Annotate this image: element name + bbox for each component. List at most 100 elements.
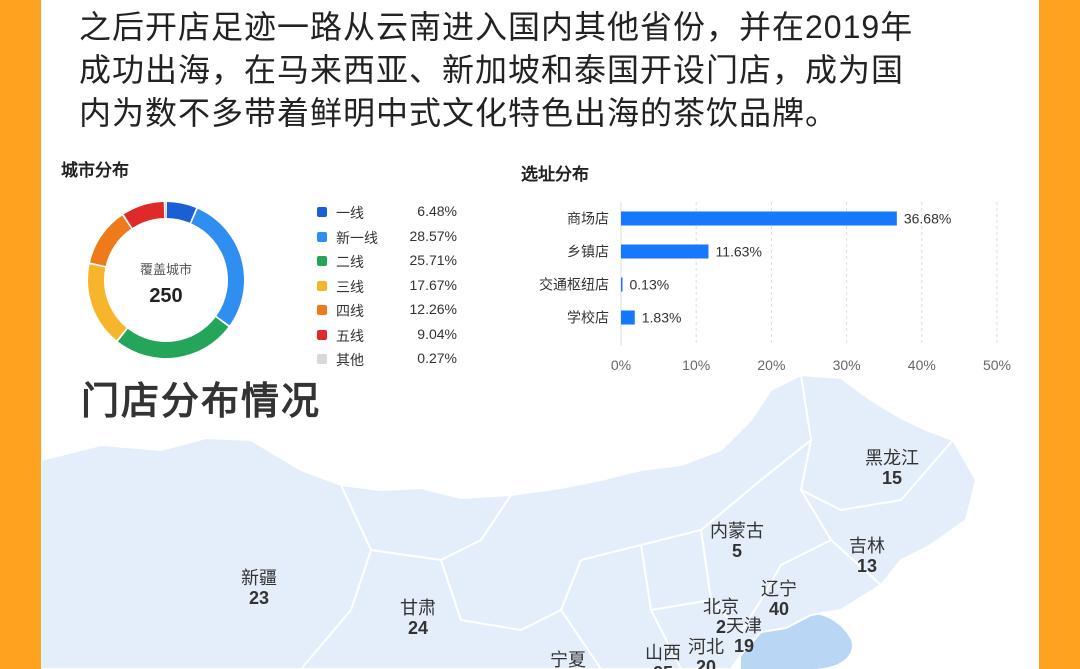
map-region-label: 内蒙古 5 [710, 521, 764, 561]
bar [621, 277, 623, 292]
donut-slice-3 [117, 317, 229, 358]
map-region-label: 山西25 [645, 643, 681, 669]
bar [621, 211, 897, 226]
region-count: 23 [248, 588, 270, 608]
legend-value: 17.67% [409, 276, 457, 293]
region-name: 河北 [688, 637, 724, 657]
region-count: 13 [856, 556, 878, 576]
site-bar-chart: 0% 10% 20% 30% 40% 50% 商场店 36.68% 乡镇店 11.63% 交通枢纽店… [539, 202, 1011, 370]
city-donut-chart: 覆盖城市 250 [88, 202, 245, 358]
legend-label: 三线 [336, 278, 364, 295]
legend-item: 新一线 28.57% [317, 228, 457, 253]
region-name: 新疆 [241, 568, 277, 588]
legend-value: 28.57% [409, 227, 457, 244]
bar-category-label: 交通枢纽店 [539, 277, 609, 293]
region-name: 内蒙古 [710, 521, 764, 541]
legend-value: 12.26% [409, 301, 457, 317]
legend-label: 四线 [336, 303, 364, 319]
region-name: 北京 [703, 597, 739, 617]
legend-value: 9.04% [417, 325, 457, 342]
region-name: 山西 [645, 643, 681, 663]
region-name: 黑龙江 [865, 448, 919, 468]
region-count: 2 [715, 617, 726, 637]
donut-center-value: 250 [149, 285, 182, 307]
legend-item: 一线 6.48% [317, 203, 457, 228]
donut-slice-1 [166, 202, 196, 223]
region-name: 辽宁 [761, 579, 797, 599]
intro-line: 内为数不多带着鲜明中式文化特色出海的茶饮品牌。 [79, 95, 839, 131]
city-legend: 一线 6.48% 新一线 28.57% 二线 25.71% 三线 17.67% 四线 12.26%… [317, 203, 457, 375]
map-region-label: 黑龙江 15 [865, 448, 919, 488]
legend-value: 6.48% [417, 203, 457, 219]
legend-item: 三线 17.67% [317, 277, 457, 302]
map-region-label: 宁夏 [550, 650, 586, 669]
map-region-label: 吉林 13 [849, 536, 885, 576]
region-count: 19 [733, 636, 755, 656]
province-borders [300, 374, 954, 669]
legend-swatch [317, 305, 327, 315]
site-chart-title: 选址分布 [521, 165, 589, 184]
legend-swatch [317, 256, 327, 266]
map-region-label: 新疆 23 [241, 568, 277, 608]
bar-category-label: 乡镇店 [567, 244, 609, 260]
donut-slice-5 [90, 215, 132, 266]
donut-slice-6 [123, 202, 165, 228]
legend-value: 0.27% [417, 350, 457, 366]
legend-item: 其他 0.27% [317, 350, 457, 375]
bar-value-label: 1.83% [642, 310, 682, 326]
content-card: 之后开店足迹一路从云南进入国内其他省份，并在2019年 成功出海，在马来西亚、新… [41, 0, 1039, 669]
region-count: 25 [645, 663, 681, 669]
region-name: 吉林 [849, 536, 885, 556]
legend-label: 五线 [336, 327, 364, 344]
intro-paragraph: 之后开店足迹一路从云南进入国内其他省份，并在2019年 成功出海，在马来西亚、新… [79, 6, 1029, 135]
donut-slice-2 [191, 208, 245, 326]
region-name: 甘肃 [400, 598, 436, 618]
map-region-label: 天津 19 [726, 616, 762, 656]
legend-swatch [317, 354, 327, 364]
store-map [41, 373, 978, 669]
legend-swatch [317, 231, 327, 242]
x-tick-label: 0% [611, 357, 631, 370]
legend-swatch [317, 207, 327, 217]
legend-label: 一线 [336, 205, 364, 221]
region-count: 40 [768, 599, 790, 619]
bar [621, 310, 635, 325]
bar-value-label: 0.13% [630, 277, 670, 293]
bar-category-label: 学校店 [567, 310, 609, 326]
bar-category-label: 商场店 [567, 211, 609, 227]
x-tick-label: 40% [908, 357, 936, 370]
legend-item: 四线 12.26% [317, 301, 457, 326]
region-count: 5 [731, 541, 742, 561]
region-count: 15 [881, 468, 903, 488]
legend-label: 二线 [336, 254, 364, 270]
x-tick-label: 50% [983, 357, 1011, 370]
map-region-label: 河北 20 [688, 637, 724, 669]
legend-swatch [317, 280, 327, 291]
x-tick-label: 10% [682, 357, 710, 370]
bar-value-label: 11.63% [715, 244, 761, 260]
x-tick-label: 30% [833, 357, 861, 370]
map-region-label: 辽宁 40 [761, 579, 797, 619]
map-region-label: 北京 2 [703, 597, 739, 637]
bar-value-label: 36.68% [904, 211, 951, 227]
legend-item: 五线 9.04% [317, 326, 457, 351]
region-name: 天津 [726, 616, 762, 636]
city-chart-title: 城市分布 [61, 161, 129, 180]
intro-line: 成功出海，在马来西亚、新加坡和泰国开设门店，成为国 [79, 52, 905, 88]
legend-label: 其他 [336, 352, 364, 368]
donut-slice-4 [88, 264, 127, 341]
region-count: 24 [407, 618, 429, 638]
map-region-label: 甘肃 24 [400, 598, 436, 638]
donut-center-label: 覆盖城市 [140, 262, 192, 277]
region-name: 宁夏 [550, 650, 586, 669]
section-title: 门店分布情况 [81, 381, 322, 423]
sea-area [741, 614, 852, 669]
intro-line: 之后开店足迹一路从云南进入国内其他省份，并在2019年 [79, 9, 914, 45]
region-count: 20 [695, 657, 717, 669]
x-tick-label: 20% [757, 357, 785, 370]
legend-item: 二线 25.71% [317, 252, 457, 277]
legend-swatch [317, 329, 327, 340]
legend-value: 25.71% [409, 252, 457, 268]
bar [621, 244, 709, 259]
donut-slice-7 [164, 202, 166, 219]
